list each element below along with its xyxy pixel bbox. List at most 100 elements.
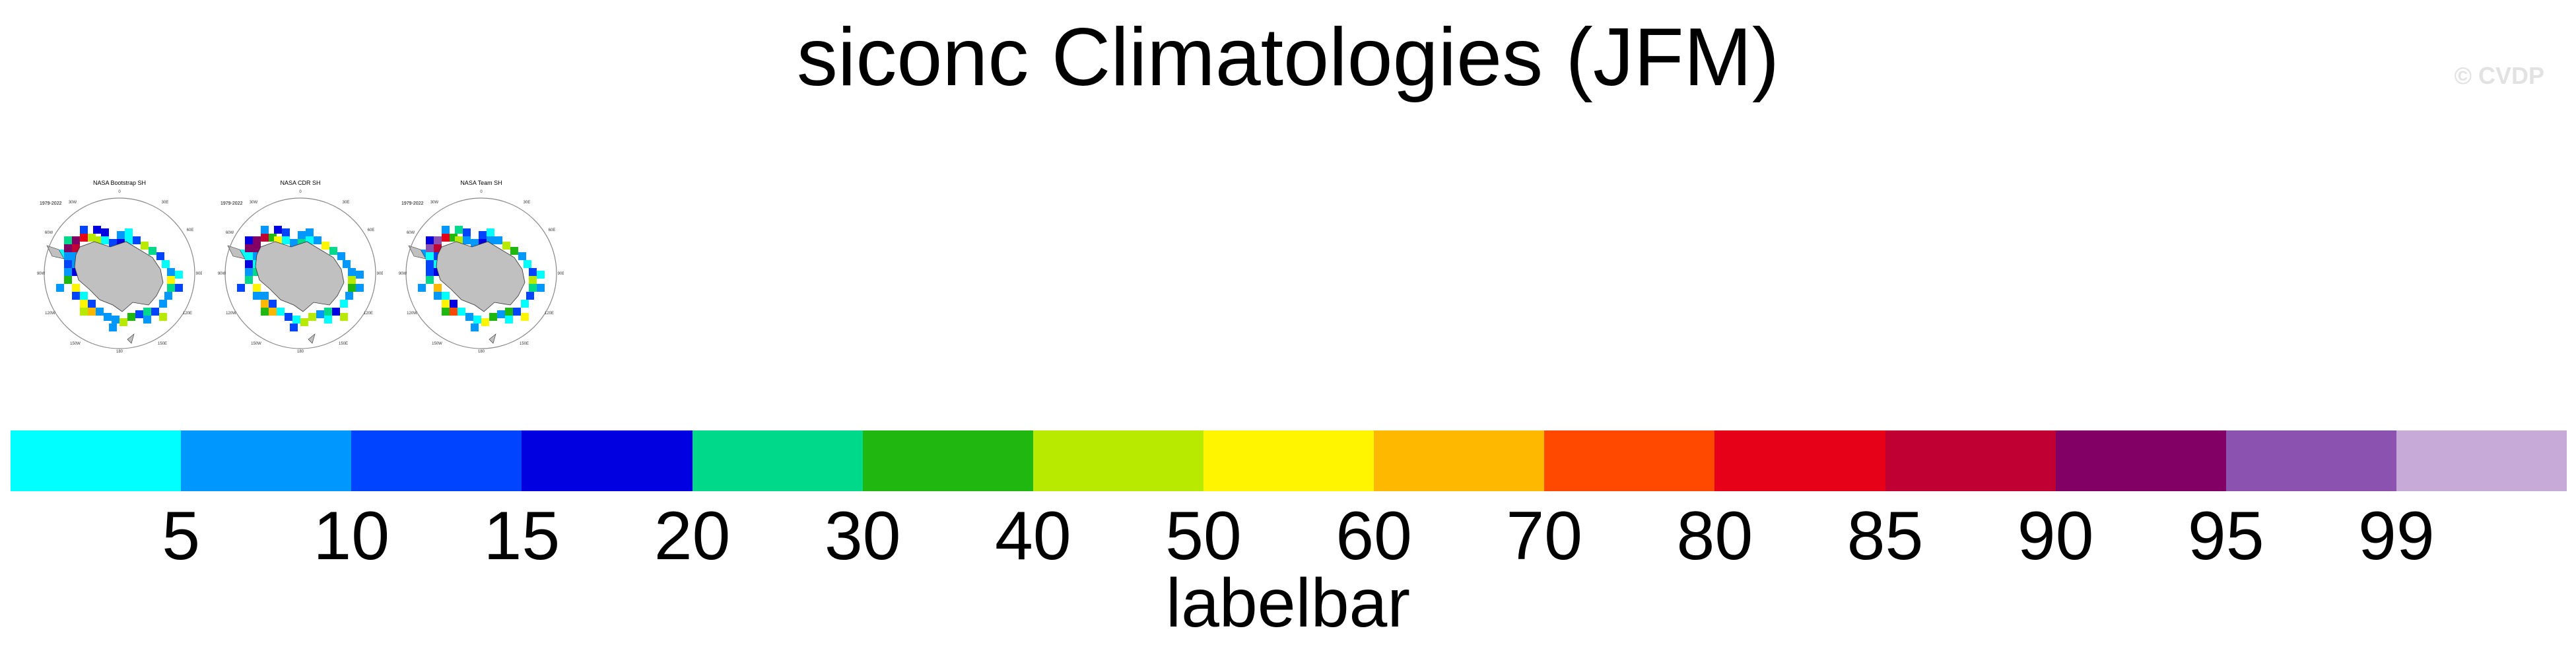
- sea-ice-cell: [88, 300, 96, 308]
- sea-ice-cell: [245, 260, 253, 268]
- sea-ice-cell: [348, 276, 356, 284]
- sea-ice-cell: [510, 247, 518, 255]
- labelbar-box: [1374, 430, 1545, 491]
- sea-ice-cell: [143, 308, 151, 316]
- longitude-label: 120W: [226, 312, 236, 316]
- sea-ice-cell: [479, 231, 487, 239]
- sea-ice-cell: [306, 228, 314, 236]
- sea-ice-cell: [502, 242, 510, 250]
- sea-ice-cell: [348, 268, 356, 276]
- sea-ice-cell: [125, 228, 133, 236]
- south-america-land: [46, 245, 65, 259]
- sea-ice-cell: [521, 300, 529, 308]
- sea-ice-cell: [473, 316, 481, 324]
- sea-ice-cell: [463, 236, 471, 244]
- polar-map: 0 30E 60E 90E 120E 150E 180 150W 120W 90W 60W 30W: [399, 190, 564, 354]
- sea-ice-cell: [518, 252, 526, 260]
- longitude-label: 120W: [45, 312, 55, 316]
- sea-ice-cell: [135, 310, 143, 318]
- sea-ice-cell: [322, 242, 329, 250]
- sea-ice-cell: [167, 284, 175, 292]
- labelbar-tick-label: 80: [1676, 498, 1753, 574]
- labelbar-tick-label: 15: [483, 498, 560, 574]
- sea-ice-cell: [253, 292, 261, 300]
- longitude-label: 90W: [218, 272, 226, 276]
- longitude-label: 90E: [377, 272, 383, 276]
- longitude-label: 150E: [520, 342, 529, 346]
- sea-ice-cell: [537, 284, 545, 292]
- sea-ice-cell: [64, 252, 72, 260]
- map-panel-1: 0 30E 60E 90E 120E 150E 180 150W 120W 90W 60W 30W N…: [37, 177, 202, 362]
- antarctica-land: [436, 241, 525, 312]
- labelbar-box: [1033, 430, 1203, 491]
- sea-ice-cell: [162, 260, 170, 268]
- sea-ice-cell: [72, 292, 80, 300]
- labelbar-box: [2396, 430, 2567, 491]
- sea-ice-cell: [316, 310, 324, 318]
- sea-ice-cell: [426, 236, 434, 244]
- longitude-label: 30W: [69, 201, 77, 205]
- labelbar-box: [2225, 430, 2396, 491]
- sea-ice-cell: [119, 318, 127, 326]
- labelbar-box: [2055, 430, 2226, 491]
- new-zealand-land: [489, 333, 496, 344]
- sea-ice-cell: [80, 300, 88, 308]
- polar-map: 0 30E 60E 90E 120E 150E 180 150W 120W 90W 60W 30W: [218, 190, 383, 354]
- sea-ice-cell: [458, 308, 465, 316]
- sea-ice-cell: [434, 284, 442, 292]
- sea-ice-cell: [332, 308, 340, 316]
- sea-ice-cell: [343, 260, 351, 268]
- panel-title: NASA Bootstrap SH: [92, 180, 147, 186]
- sea-ice-cell: [340, 313, 348, 321]
- sea-ice-cell: [494, 236, 502, 244]
- sea-ice-cell: [529, 284, 537, 292]
- longitude-label: 60E: [549, 228, 556, 232]
- sea-ice-cell: [450, 308, 458, 316]
- sea-ice-cell: [300, 318, 308, 326]
- sea-ice-cell: [253, 284, 261, 292]
- sea-ice-cell: [64, 268, 72, 276]
- sea-ice-cell: [526, 292, 534, 300]
- sea-ice-cell: [80, 234, 88, 242]
- sea-ice-cell: [314, 236, 322, 244]
- sea-ice-cell: [151, 308, 159, 316]
- longitude-label: 120E: [364, 312, 373, 316]
- longitude-label: 120W: [407, 312, 417, 316]
- map-boundary-circle: [44, 197, 195, 349]
- sea-ice-cell: [529, 276, 537, 284]
- sea-ice-cell: [442, 292, 450, 300]
- sea-ice-cell: [72, 236, 80, 244]
- sea-ice-cell: [127, 313, 135, 321]
- longitude-label: 90E: [558, 272, 564, 276]
- sea-ice-cell: [112, 316, 119, 324]
- sea-ice-cell: [175, 284, 183, 292]
- sea-ice-cell: [434, 244, 442, 252]
- sea-ice-cell: [471, 239, 479, 247]
- map-panel-2: 0 30E 60E 90E 120E 150E 180 150W 120W 90W 60W 30W N…: [218, 177, 383, 362]
- sea-ice-cell: [253, 236, 261, 244]
- new-zealand-land: [127, 333, 135, 344]
- labelbar-box: [692, 430, 863, 491]
- sea-ice-cell: [505, 308, 513, 316]
- sea-ice-cell: [261, 234, 269, 242]
- longitude-label: 120E: [183, 312, 192, 316]
- panel-period: 1979-2022: [220, 201, 243, 206]
- sea-ice-cell: [159, 300, 167, 308]
- sea-ice-cell: [487, 228, 494, 236]
- antarctica-land: [255, 241, 345, 312]
- longitude-label: 150E: [158, 342, 167, 346]
- sea-ice-cell: [253, 244, 261, 252]
- sea-ice-cell: [167, 268, 175, 276]
- labelbar-box: [1885, 430, 2056, 491]
- longitude-label: 30E: [162, 201, 169, 205]
- sea-ice-cell: [524, 260, 531, 268]
- longitude-label: 60W: [407, 231, 415, 235]
- longitude-label: 90W: [37, 272, 46, 276]
- longitude-label: 60W: [45, 231, 53, 235]
- labelbar-box: [522, 430, 693, 491]
- sea-ice-cell: [418, 284, 426, 292]
- labelbar-tick-label: 70: [1506, 498, 1583, 574]
- longitude-label: 180: [478, 350, 485, 354]
- sea-ice-cell: [277, 308, 285, 316]
- sea-ice-cell: [269, 300, 277, 308]
